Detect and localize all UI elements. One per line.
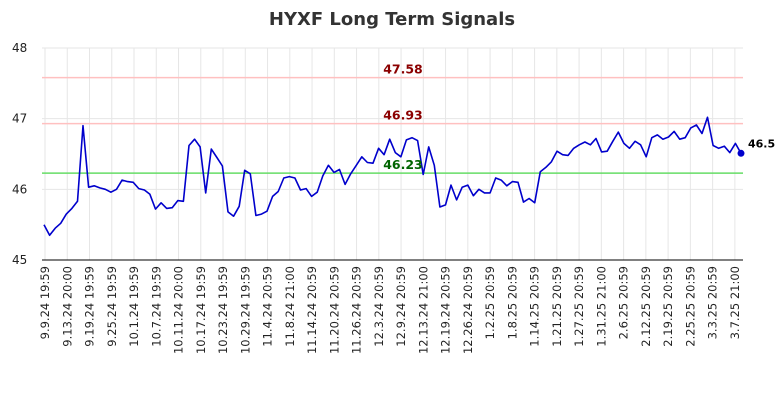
x-tick-label: 1.14.25 20:59 — [528, 266, 542, 347]
x-tick-label: 9.9.24 19:59 — [38, 266, 52, 339]
x-tick-label: 10.17.24 19:59 — [194, 266, 208, 354]
x-tick-label: 2.12.25 20:59 — [639, 266, 653, 347]
x-tick-label: 10.29.24 19:59 — [238, 266, 252, 354]
y-tick-label: 46 — [12, 182, 27, 196]
x-tick-label: 9.19.24 19:59 — [83, 266, 97, 347]
x-tick-label: 2.25.25 20:59 — [683, 266, 697, 347]
x-tick-label: 9.25.24 19:59 — [105, 266, 119, 347]
x-tick-label: 3.3.25 20:59 — [706, 266, 720, 339]
x-tick-label: 12.26.24 20:59 — [461, 266, 475, 354]
last-value-label: 46.5 — [748, 137, 775, 150]
level-label: 47.58 — [383, 62, 423, 77]
x-tick-label: 12.19.24 20:59 — [439, 266, 453, 354]
x-tick-label: 1.31.25 21:00 — [594, 266, 608, 347]
x-tick-label: 12.13.24 21:00 — [416, 266, 430, 354]
x-tick-label: 10.11.24 20:00 — [172, 266, 186, 354]
price-line — [43, 116, 742, 237]
y-tick-label: 45 — [12, 253, 27, 267]
y-tick-label: 48 — [12, 41, 27, 55]
x-tick-label: 1.2.25 20:59 — [483, 266, 497, 339]
x-tick-label: 12.9.24 20:59 — [394, 266, 408, 347]
x-tick-label: 11.20.24 20:59 — [327, 266, 341, 354]
x-tick-label: 1.27.25 20:59 — [572, 266, 586, 347]
axes: 45 46 47 48 9.9.24 19:59 9.13.24 20:00 9.19.24… — [12, 41, 743, 354]
x-tick-label: 9.13.24 20:00 — [60, 266, 74, 347]
last-point-marker — [737, 149, 745, 157]
x-tick-label: 12.3.24 20:59 — [372, 266, 386, 347]
x-tick-label: 2.19.25 20:59 — [661, 266, 675, 347]
x-tick-label: 11.26.24 20:59 — [350, 266, 364, 354]
x-tick-label: 1.21.25 20:59 — [550, 266, 564, 347]
labels: 47.58 46.93 46.23 46.5 — [383, 62, 775, 172]
x-tick-label: 1.8.25 20:59 — [505, 266, 519, 339]
chart-title: HYXF Long Term Signals — [269, 9, 515, 30]
y-tick-label: 47 — [12, 112, 27, 126]
x-tick-label: 2.6.25 20:59 — [617, 266, 631, 339]
signal-levels — [42, 76, 743, 174]
level-label: 46.93 — [383, 108, 423, 123]
x-tick-label: 11.14.24 20:59 — [305, 266, 319, 354]
series — [43, 116, 745, 237]
x-tick-label: 3.7.25 21:00 — [728, 266, 742, 339]
x-tick-label: 10.1.24 19:59 — [127, 266, 141, 347]
x-tick-label: 10.7.24 19:59 — [149, 266, 163, 347]
x-tick-label: 10.23.24 19:59 — [216, 266, 230, 354]
level-label: 46.23 — [383, 157, 423, 172]
x-tick-label: 11.8.24 21:00 — [283, 266, 297, 347]
grid — [42, 47, 743, 261]
x-tick-label: 11.4.24 20:59 — [261, 266, 275, 347]
